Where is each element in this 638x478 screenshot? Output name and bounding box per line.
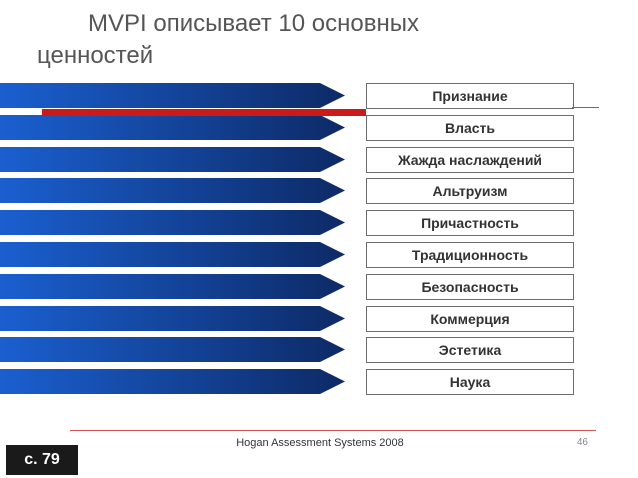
value-label: Признание [366,83,574,109]
value-label: Традиционность [366,242,574,268]
red-highlight-line [572,107,599,108]
arrow-bar [0,178,345,204]
value-label: Наука [366,369,574,396]
arrow-bar [0,305,345,331]
value-row: Альтруизм [0,178,638,206]
footer-divider [70,430,596,431]
footer-text: Hogan Assessment Systems 2008 [236,437,404,449]
value-row: Коммерция [0,305,638,334]
arrow-bar [0,83,345,108]
arrow-bar [0,146,345,172]
value-row: Власть [0,114,638,143]
arrow-bar [0,273,345,299]
arrow-bar [0,337,345,363]
value-row: Причастность [0,210,638,238]
value-row: Жажда наслаждений [0,146,638,175]
title-line-1: MVPI описывает 10 основных [88,10,419,37]
arrow-bar [0,114,345,140]
value-label: Жажда наслаждений [366,146,574,173]
title-line-2: ценностей [37,42,154,69]
value-row: Эстетика [0,337,638,365]
value-row: Традиционность [0,242,638,270]
value-row: Безопасность [0,273,638,302]
page-reference-badge: с. 79 [6,445,78,475]
value-label: Власть [366,114,574,141]
slide-title: MVPI описывает 10 основных ценностей [0,8,560,72]
value-label: Безопасность [366,273,574,300]
values-list: Признание Власть Жажда наслаждений Альтруиз… [0,83,638,403]
arrow-bar [0,369,345,395]
arrow-bar [0,242,345,267]
value-row: Наука [0,369,638,397]
arrow-bar [0,210,345,236]
value-label: Эстетика [366,337,574,364]
value-row: Признание [0,83,638,111]
page-number: 46 [576,437,588,448]
value-label: Коммерция [366,305,574,332]
value-label: Причастность [366,210,574,237]
value-label: Альтруизм [366,178,574,205]
red-highlight-bar [42,109,366,116]
